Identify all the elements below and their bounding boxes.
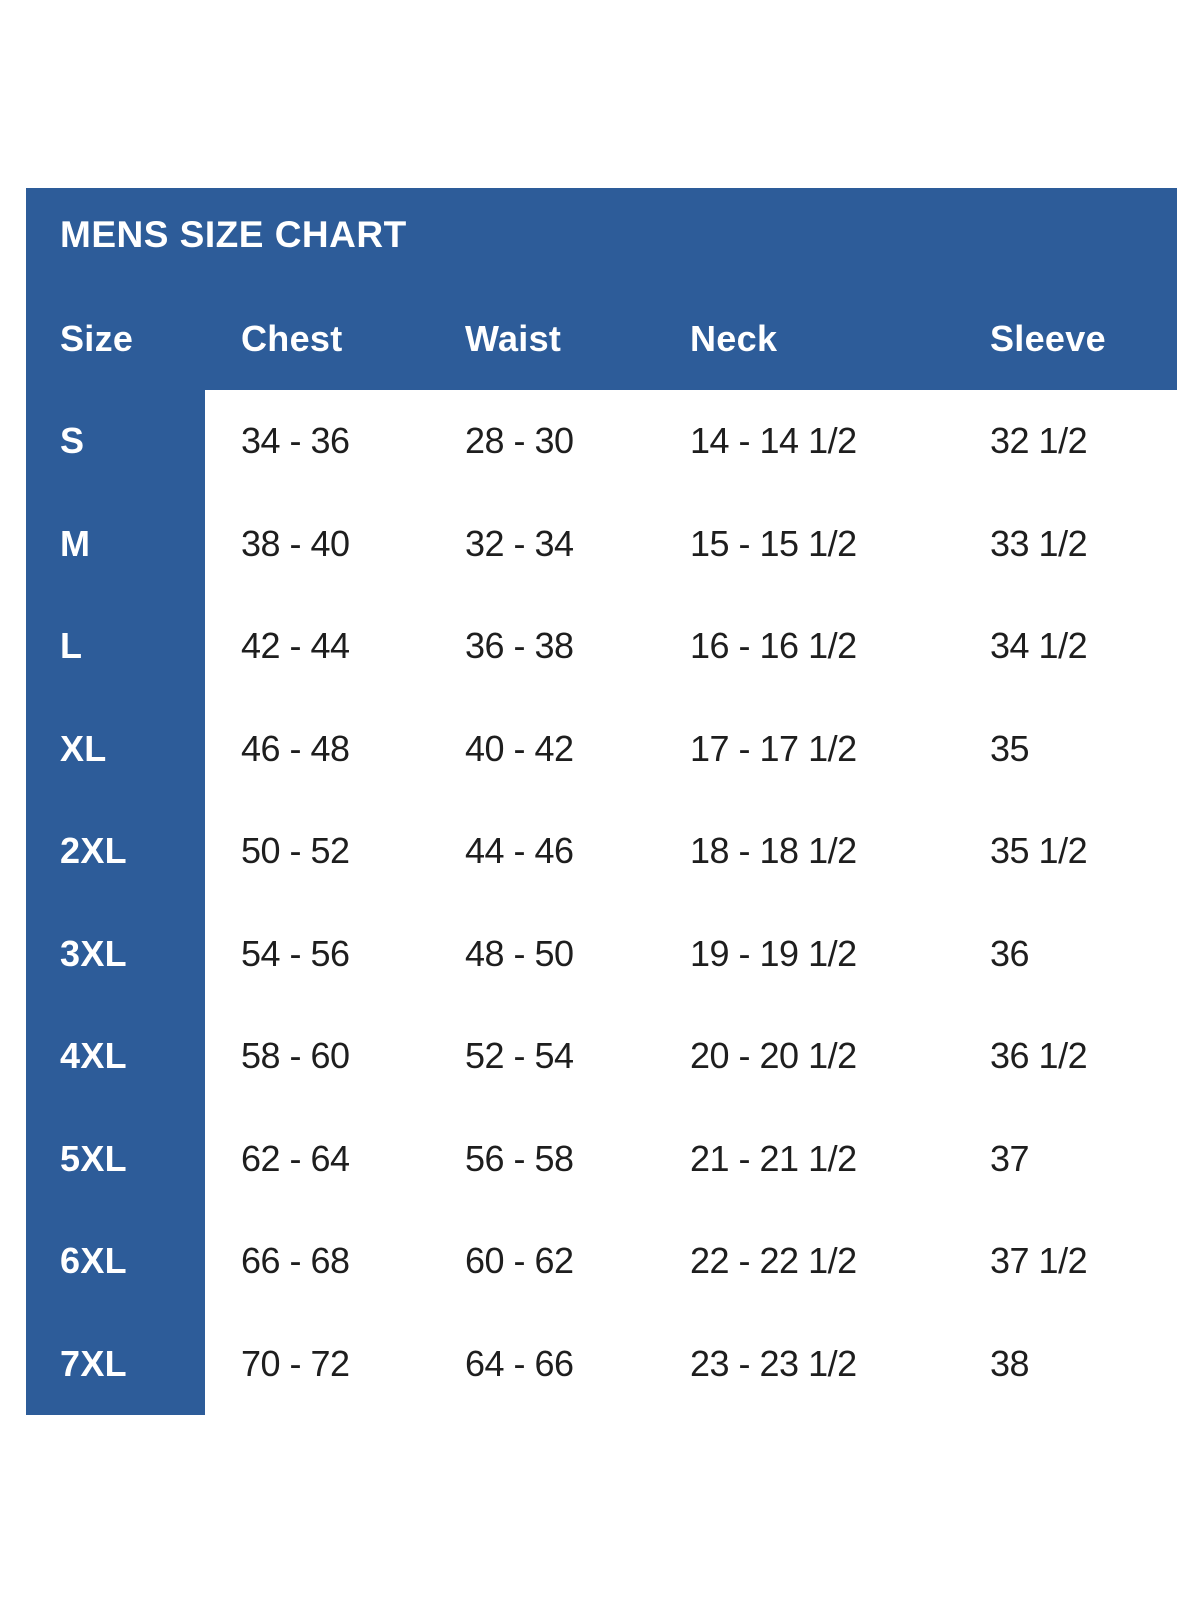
waist-value-cell: 48 - 50: [465, 932, 574, 974]
sleeve-value-cell: 34 1/2: [990, 625, 1088, 667]
waist-value-cell: 44 - 46: [465, 830, 574, 872]
chest-value-cell: 50 - 52: [241, 830, 350, 872]
chest-value-cell: 66 - 68: [241, 1240, 350, 1282]
table-row-m: M 38 - 40 32 - 34 15 - 15 1/2 33 1/2: [26, 493, 1177, 596]
column-header-waist: Waist: [465, 318, 562, 359]
table-row-s: S 34 - 36 28 - 30 14 - 14 1/2 32 1/2: [26, 390, 1177, 493]
column-header-neck: Neck: [690, 318, 778, 359]
neck-value-cell: 20 - 20 1/2: [690, 1035, 857, 1077]
neck-value-cell: 21 - 21 1/2: [690, 1137, 857, 1179]
size-label-cell: S: [60, 420, 85, 462]
waist-value-cell: 36 - 38: [465, 625, 574, 667]
chest-value-cell: 58 - 60: [241, 1035, 350, 1077]
table-row-5xl: 5XL 62 - 64 56 - 58 21 - 21 1/2 37: [26, 1108, 1177, 1211]
sleeve-value-cell: 35: [990, 727, 1030, 769]
table-row-6xl: 6XL 66 - 68 60 - 62 22 - 22 1/2 37 1/2: [26, 1210, 1177, 1313]
waist-value-cell: 32 - 34: [465, 522, 574, 564]
sleeve-value-cell: 36: [990, 932, 1030, 974]
table-row-4xl: 4XL 58 - 60 52 - 54 20 - 20 1/2 36 1/2: [26, 1005, 1177, 1108]
chest-value-cell: 42 - 44: [241, 625, 350, 667]
waist-value-cell: 28 - 30: [465, 420, 574, 462]
chart-title: MENS SIZE CHART: [60, 214, 407, 255]
size-label-cell: 7XL: [60, 1342, 127, 1384]
table-row-3xl: 3XL 54 - 56 48 - 50 19 - 19 1/2 36: [26, 903, 1177, 1006]
size-label-cell: 3XL: [60, 932, 127, 974]
neck-value-cell: 19 - 19 1/2: [690, 932, 857, 974]
table-row-7xl: 7XL 70 - 72 64 - 66 23 - 23 1/2 38: [26, 1313, 1177, 1416]
waist-value-cell: 40 - 42: [465, 727, 574, 769]
neck-value-cell: 18 - 18 1/2: [690, 830, 857, 872]
table-body-background: [205, 390, 1177, 1415]
chest-value-cell: 34 - 36: [241, 420, 350, 462]
waist-value-cell: 60 - 62: [465, 1240, 574, 1282]
column-header-chest: Chest: [241, 318, 343, 359]
table-row-l: L 42 - 44 36 - 38 16 - 16 1/2 34 1/2: [26, 595, 1177, 698]
size-label-cell: 2XL: [60, 830, 127, 872]
chest-value-cell: 70 - 72: [241, 1342, 350, 1384]
waist-value-cell: 64 - 66: [465, 1342, 574, 1384]
neck-value-cell: 14 - 14 1/2: [690, 420, 857, 462]
size-label-cell: XL: [60, 727, 107, 769]
column-header-sleeve: Sleeve: [990, 318, 1106, 359]
sleeve-value-cell: 32 1/2: [990, 420, 1088, 462]
size-label-cell: 5XL: [60, 1137, 127, 1179]
waist-value-cell: 52 - 54: [465, 1035, 574, 1077]
waist-value-cell: 56 - 58: [465, 1137, 574, 1179]
column-header-size: Size: [60, 318, 134, 359]
table-row-2xl: 2XL 50 - 52 44 - 46 18 - 18 1/2 35 1/2: [26, 800, 1177, 903]
neck-value-cell: 23 - 23 1/2: [690, 1342, 857, 1384]
size-label-cell: L: [60, 625, 83, 667]
chest-value-cell: 54 - 56: [241, 932, 350, 974]
sleeve-value-cell: 35 1/2: [990, 830, 1088, 872]
chest-value-cell: 62 - 64: [241, 1137, 350, 1179]
mens-size-chart-panel: MENS SIZE CHART Size Chest Waist Neck Sl…: [26, 188, 1177, 1415]
neck-value-cell: 15 - 15 1/2: [690, 522, 857, 564]
sleeve-value-cell: 36 1/2: [990, 1035, 1088, 1077]
sleeve-value-cell: 37 1/2: [990, 1240, 1088, 1282]
table-row-xl: XL 46 - 48 40 - 42 17 - 17 1/2 35: [26, 698, 1177, 801]
neck-value-cell: 17 - 17 1/2: [690, 727, 857, 769]
chest-value-cell: 38 - 40: [241, 522, 350, 564]
size-label-cell: 6XL: [60, 1240, 127, 1282]
sleeve-value-cell: 38: [990, 1342, 1030, 1384]
neck-value-cell: 16 - 16 1/2: [690, 625, 857, 667]
size-label-cell: M: [60, 522, 91, 564]
table-rows: S 34 - 36 28 - 30 14 - 14 1/2 32 1/2 M 3…: [26, 390, 1177, 1415]
sleeve-value-cell: 33 1/2: [990, 522, 1088, 564]
table-header-row: Size Chest Waist Neck Sleeve: [26, 304, 1177, 376]
chest-value-cell: 46 - 48: [241, 727, 350, 769]
sleeve-value-cell: 37: [990, 1137, 1030, 1179]
neck-value-cell: 22 - 22 1/2: [690, 1240, 857, 1282]
size-label-cell: 4XL: [60, 1035, 127, 1077]
